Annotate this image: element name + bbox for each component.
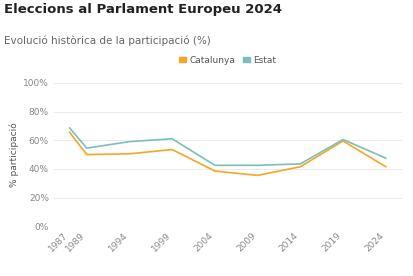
Catalunya [254,174,259,177]
Catalunya [382,165,387,168]
Text: Eleccions al Parlament Europeu 2024: Eleccions al Parlament Europeu 2024 [4,3,281,16]
Catalunya [84,153,89,156]
Line: Estat: Estat [69,128,385,165]
Catalunya [297,165,302,168]
Catalunya [212,169,217,173]
Catalunya [127,152,132,155]
Legend: Catalunya, Estat: Catalunya, Estat [178,56,276,65]
Catalunya [67,131,72,134]
Estat [382,156,387,160]
Estat [340,138,345,141]
Estat [297,162,302,166]
Estat [169,137,174,140]
Catalunya [169,148,174,151]
Estat [254,164,259,167]
Estat [212,164,217,167]
Line: Catalunya: Catalunya [69,132,385,175]
Catalunya [340,139,345,143]
Estat [84,147,89,150]
Estat [127,140,132,143]
Text: Evolució històrica de la participació (%): Evolució històrica de la participació (%… [4,36,210,46]
Y-axis label: % participació: % participació [9,122,19,187]
Estat [67,126,72,130]
